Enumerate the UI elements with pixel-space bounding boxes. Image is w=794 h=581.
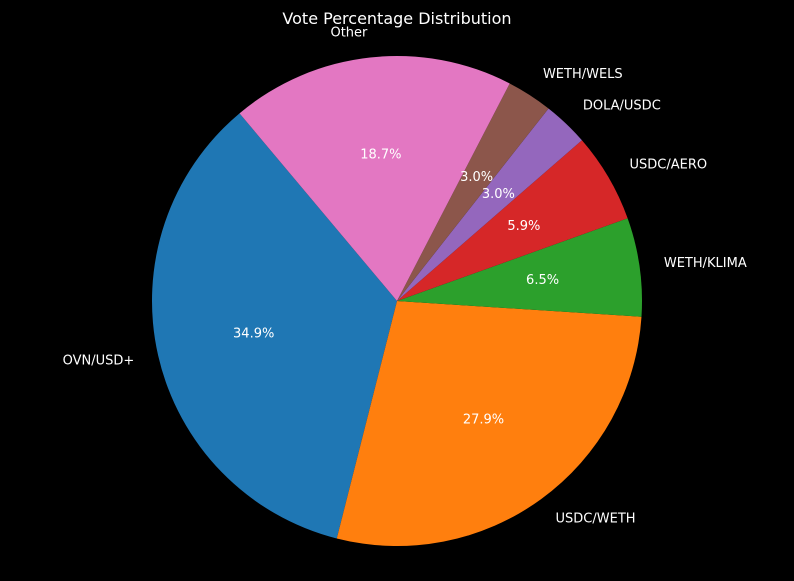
slice-percent-ovn-usd: 34.9% bbox=[233, 326, 274, 341]
slice-percent-weth-klima: 6.5% bbox=[526, 273, 559, 288]
pie-slice-weth-wels bbox=[397, 83, 549, 301]
slice-percent-usdc-aero: 5.9% bbox=[507, 219, 540, 234]
slice-percent-dola-usdc: 3.0% bbox=[482, 187, 515, 202]
slice-label-weth-klima: WETH/KLIMA bbox=[664, 256, 747, 271]
pie-slice-usdc-weth bbox=[336, 301, 642, 546]
slice-label-usdc-aero: USDC/AERO bbox=[630, 157, 708, 172]
slice-label-other: Other bbox=[330, 26, 368, 41]
chart-title: Vote Percentage Distribution bbox=[282, 9, 511, 28]
slice-percent-usdc-weth: 27.9% bbox=[463, 412, 504, 427]
pie-slice-weth-klima bbox=[397, 218, 642, 317]
slice-label-weth-wels: WETH/WELS bbox=[543, 67, 623, 82]
pie-slice-dola-usdc bbox=[397, 108, 582, 301]
pie-slice-usdc-aero bbox=[397, 140, 628, 301]
slice-label-dola-usdc: DOLA/USDC bbox=[583, 98, 661, 113]
pie-slice-other bbox=[239, 56, 510, 302]
pie-slices bbox=[151, 56, 642, 546]
slice-label-usdc-weth: USDC/WETH bbox=[556, 511, 636, 526]
slice-percent-other: 18.7% bbox=[360, 147, 401, 162]
pie-labels: OVN/USD+ 34.9% USDC/WETH 27.9% WETH/KLIMA 6.5… bbox=[63, 26, 747, 527]
pie-slice-ovn-usd bbox=[151, 113, 397, 539]
slice-percent-weth-wels: 3.0% bbox=[460, 170, 493, 185]
slice-label-ovn-usd: OVN/USD+ bbox=[63, 354, 135, 369]
